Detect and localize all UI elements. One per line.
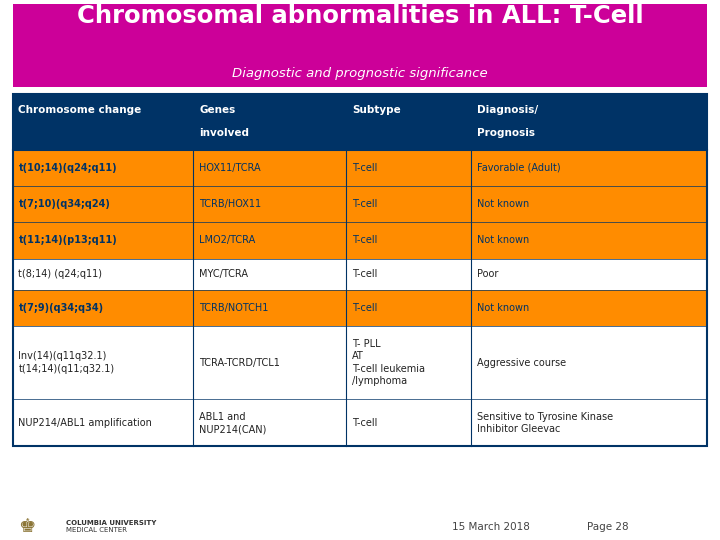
Text: t(7;9)(q34;q34): t(7;9)(q34;q34) bbox=[19, 303, 104, 313]
Text: t(10;14)(q24;q11): t(10;14)(q24;q11) bbox=[19, 163, 117, 173]
Text: Diagnosis/: Diagnosis/ bbox=[477, 105, 538, 116]
Text: T-cell: T-cell bbox=[352, 199, 377, 209]
Text: T-cell: T-cell bbox=[352, 418, 377, 428]
Text: Prognosis: Prognosis bbox=[477, 128, 535, 138]
Text: T-cell: T-cell bbox=[352, 303, 377, 313]
Text: T-cell: T-cell bbox=[352, 269, 377, 279]
Text: Not known: Not known bbox=[477, 199, 529, 209]
Text: NUP214/ABL1 amplification: NUP214/ABL1 amplification bbox=[19, 418, 153, 428]
Text: Genes: Genes bbox=[199, 105, 235, 116]
FancyBboxPatch shape bbox=[13, 222, 707, 259]
Text: involved: involved bbox=[199, 128, 249, 138]
Text: T-cell: T-cell bbox=[352, 235, 377, 245]
Text: LMO2/TCRA: LMO2/TCRA bbox=[199, 235, 256, 245]
Text: HOX11/TCRA: HOX11/TCRA bbox=[199, 163, 261, 173]
Text: Aggressive course: Aggressive course bbox=[477, 357, 566, 368]
Text: t(7;10)(q34;q24): t(7;10)(q34;q24) bbox=[19, 199, 110, 209]
Text: Page 28: Page 28 bbox=[587, 522, 629, 531]
FancyBboxPatch shape bbox=[13, 93, 707, 150]
Text: t(8;14) (q24;q11): t(8;14) (q24;q11) bbox=[19, 269, 102, 279]
FancyBboxPatch shape bbox=[13, 0, 707, 87]
Text: MEDICAL CENTER: MEDICAL CENTER bbox=[66, 526, 127, 533]
Text: Subtype: Subtype bbox=[352, 105, 400, 116]
Text: Chromosomal abnormalities in ALL: T-Cell: Chromosomal abnormalities in ALL: T-Cell bbox=[77, 4, 643, 28]
Text: Favorable (Adult): Favorable (Adult) bbox=[477, 163, 560, 173]
Text: Sensitive to Tyrosine Kinase
Inhibitor Gleevac: Sensitive to Tyrosine Kinase Inhibitor G… bbox=[477, 412, 613, 434]
Text: Not known: Not known bbox=[477, 303, 529, 313]
Text: MYC/TCRA: MYC/TCRA bbox=[199, 269, 248, 279]
Text: t(11;14)(p13;q11): t(11;14)(p13;q11) bbox=[19, 235, 117, 245]
Text: Poor: Poor bbox=[477, 269, 498, 279]
Text: TCRB/HOX11: TCRB/HOX11 bbox=[199, 199, 261, 209]
Text: 15 March 2018: 15 March 2018 bbox=[452, 522, 530, 531]
Text: ABL1 and
NUP214(CAN): ABL1 and NUP214(CAN) bbox=[199, 412, 266, 434]
FancyBboxPatch shape bbox=[13, 150, 707, 186]
FancyBboxPatch shape bbox=[13, 400, 707, 447]
Text: Not known: Not known bbox=[477, 235, 529, 245]
Text: Chromosome change: Chromosome change bbox=[19, 105, 142, 116]
Text: Diagnostic and prognostic significance: Diagnostic and prognostic significance bbox=[232, 67, 488, 80]
Text: ♚: ♚ bbox=[19, 517, 36, 536]
FancyBboxPatch shape bbox=[13, 289, 707, 326]
Text: T-cell: T-cell bbox=[352, 163, 377, 173]
FancyBboxPatch shape bbox=[13, 186, 707, 222]
Text: Inv(14)(q11q32.1)
t(14;14)(q11;q32.1): Inv(14)(q11q32.1) t(14;14)(q11;q32.1) bbox=[19, 352, 114, 374]
Text: TCRA-TCRD/TCL1: TCRA-TCRD/TCL1 bbox=[199, 357, 280, 368]
Text: T- PLL
AT
T-cell leukemia
/lymphoma: T- PLL AT T-cell leukemia /lymphoma bbox=[352, 339, 425, 386]
FancyBboxPatch shape bbox=[13, 326, 707, 400]
FancyBboxPatch shape bbox=[13, 259, 707, 289]
Text: TCRB/NOTCH1: TCRB/NOTCH1 bbox=[199, 303, 269, 313]
Text: COLUMBIA UNIVERSITY: COLUMBIA UNIVERSITY bbox=[66, 521, 156, 526]
